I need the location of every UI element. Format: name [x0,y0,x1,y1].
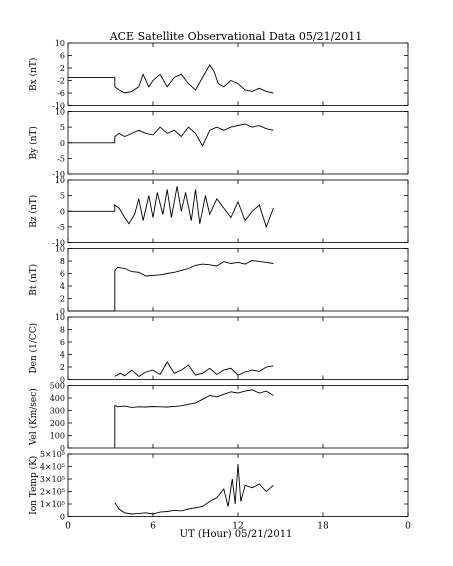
y-tick-label: 500 [50,382,65,391]
series-line [68,186,274,229]
y-tick-label: 200 [50,419,65,428]
series-line [114,361,274,377]
panels: 10 6 2 -2 -6 -10 Bx (nT) 10 5 0 -5 -10 By (nT) 10 5 0 -5… [28,39,411,532]
y-tick-label: 0 [60,444,65,453]
y-tick-label: 0 [60,307,65,316]
panel-frame-3 [67,248,409,312]
y-tick-label: 10 [55,313,65,322]
y-tick-label: 10 [55,39,65,48]
y-tick-label: 4 [60,282,65,291]
y-tick-label: 2 [60,64,65,73]
y-tick-label: -10 [52,239,65,248]
series-line [68,64,274,94]
y-tick-label: 10 [55,108,65,117]
x-tick-label: 0 [405,522,411,532]
series-line [114,463,274,515]
y-tick-label: -2 [57,77,65,86]
y-tick-label: 0 [60,376,65,385]
y-tick-label: 10 [55,176,65,185]
panel-frame-1 [67,111,409,175]
y-tick-label: -10 [52,102,65,111]
y-tick-label: 4×10⁵ [40,463,65,472]
y-tick-label: -10 [52,170,65,179]
x-tick-label: 12 [232,522,243,532]
y-axis-label: Ion Temp (K) [28,456,39,515]
y-tick-label: 8 [60,326,65,335]
y-axis-label: By (nT) [28,126,39,159]
panel-frame-6 [67,453,409,517]
y-tick-label: -5 [57,223,65,232]
panel-frame-0 [67,42,409,106]
y-tick-label: 6 [60,52,65,61]
panel-frame-2 [67,179,409,243]
y-tick-label: 5×10⁵ [40,450,65,459]
y-axis-label: Bx (nT) [28,58,39,91]
y-tick-label: 0 [60,513,65,522]
y-tick-label: 0 [60,207,65,216]
y-tick-label: 4 [60,351,65,360]
y-tick-label: -5 [57,154,65,163]
x-tick-label: 0 [65,522,71,532]
y-tick-label: 8 [60,257,65,266]
y-tick-label: 5 [60,123,65,132]
series-line [68,123,274,147]
y-tick-label: 300 [50,407,65,416]
series-line [114,389,274,448]
series-line [68,259,274,312]
y-tick-label: 6 [60,338,65,347]
x-axis-label: UT (Hour) 05/21/2011 [180,529,293,540]
y-tick-label: 100 [50,432,65,441]
y-tick-label: 0 [60,139,65,148]
y-tick-label: 2 [60,363,65,372]
y-tick-label: 2 [60,295,65,304]
y-axis-label: Bz (nT) [28,195,39,228]
x-tick-label: 6 [150,522,156,532]
y-axis-label: Den (1/CC) [28,323,39,374]
y-tick-label: 5 [60,192,65,201]
panel-frame-5 [67,385,409,449]
panel-frame-4 [67,316,409,380]
chart-title: ACE Satellite Observational Data 05/21/2… [109,30,363,43]
y-tick-label: 6 [60,270,65,279]
y-tick-label: 2×10⁵ [40,488,65,497]
y-axis-label: Bt (nT) [28,264,39,296]
y-tick-label: 400 [50,394,65,403]
y-tick-label: 3×10⁵ [40,475,65,484]
y-tick-label: 1×10⁵ [40,500,65,509]
y-tick-label: 10 [55,245,65,254]
y-tick-label: -6 [57,89,65,98]
y-axis-label: Vel (Km/sec) [28,388,39,446]
x-tick-label: 18 [317,522,329,532]
